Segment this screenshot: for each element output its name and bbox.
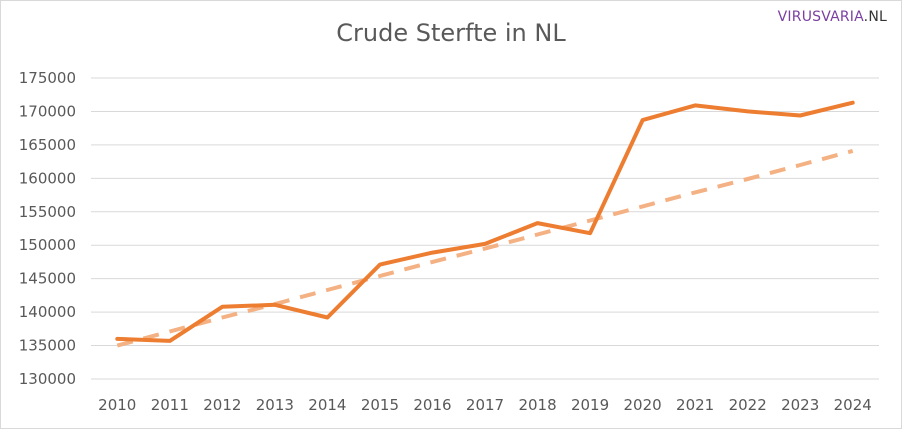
x-tick-label: 2010 — [98, 396, 136, 414]
x-tick-label: 2022 — [729, 396, 767, 414]
x-tick-label: 2020 — [624, 396, 662, 414]
x-tick-label: 2013 — [256, 396, 294, 414]
y-tick-label: 130000 — [19, 370, 76, 388]
y-tick-label: 160000 — [19, 169, 76, 187]
x-tick-label: 2012 — [203, 396, 241, 414]
y-tick-label: 145000 — [19, 270, 76, 288]
y-tick-label: 135000 — [19, 337, 76, 355]
brand-logo: VIRUSVARIA.NL — [778, 9, 887, 25]
y-tick-label: 155000 — [19, 203, 76, 221]
series-line — [115, 100, 855, 343]
x-tick-label: 2015 — [361, 396, 399, 414]
x-tick-label: 2019 — [571, 396, 609, 414]
x-tick-label: 2018 — [518, 396, 556, 414]
trendline — [116, 148, 854, 348]
chart-title: Crude Sterfte in NL — [336, 19, 566, 47]
brand-part1: VIRUSVARIA — [777, 9, 864, 25]
x-tick-label: 2023 — [781, 396, 819, 414]
y-tick-label: 150000 — [19, 236, 76, 254]
x-tick-label: 2011 — [151, 396, 189, 414]
y-tick-label: 170000 — [19, 102, 76, 120]
x-tick-label: 2021 — [676, 396, 714, 414]
x-tick-label: 2014 — [308, 396, 346, 414]
y-tick-label: 140000 — [19, 303, 76, 321]
brand-part2: .NL — [863, 9, 887, 25]
y-tick-label: 175000 — [19, 69, 76, 87]
y-tick-label: 165000 — [19, 136, 76, 154]
x-tick-label: 2024 — [834, 396, 872, 414]
x-tick-label: 2016 — [413, 396, 451, 414]
x-tick-label: 2017 — [466, 396, 504, 414]
